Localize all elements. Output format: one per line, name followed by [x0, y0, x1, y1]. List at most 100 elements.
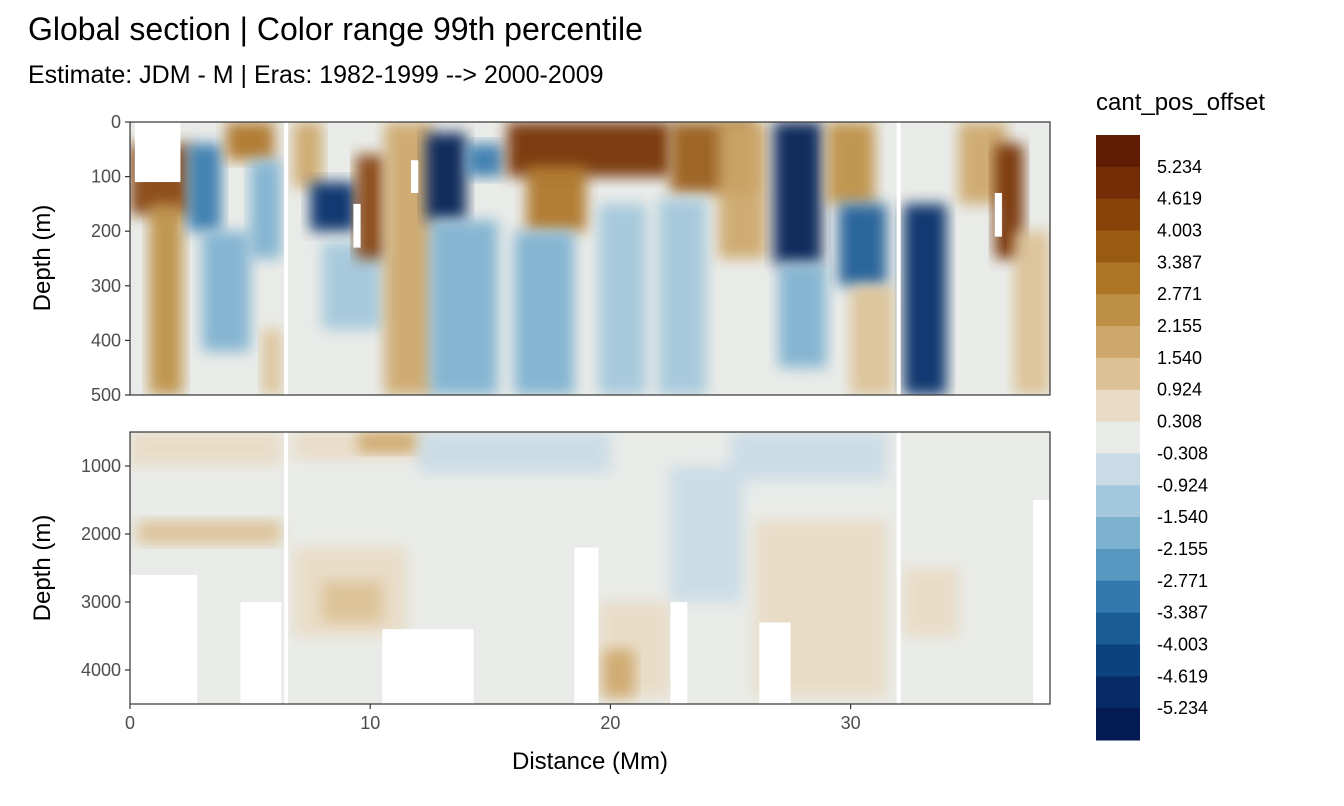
- legend-label: 2.155: [1157, 316, 1202, 336]
- field-patch: [250, 160, 282, 259]
- x-tick-label: 20: [600, 713, 620, 733]
- field-patch: [226, 122, 275, 161]
- field-patch: [384, 122, 433, 395]
- legend-labels: 5.234 4.619 4.003 3.387 2.771 2.155 1.540 0.924…: [1157, 157, 1208, 718]
- legend-swatch: [1096, 421, 1140, 454]
- field-patch: [838, 203, 887, 286]
- legend-label: 4.619: [1157, 189, 1202, 209]
- field-patch: [658, 198, 707, 395]
- top-y-axis-title: Depth (m): [29, 205, 56, 312]
- section-gap: [896, 122, 901, 395]
- section-gap: [896, 432, 901, 704]
- y-tick-label: 100: [91, 167, 121, 187]
- x-tick-label: 30: [841, 713, 861, 733]
- legend-label: 3.387: [1157, 252, 1202, 272]
- field-patch: [466, 143, 503, 177]
- field-patch: [430, 220, 498, 395]
- legend-swatch: [1096, 166, 1140, 200]
- field-patch: [149, 203, 183, 395]
- legend-swatch: [1096, 453, 1140, 486]
- top-panel-border: [129, 121, 1051, 396]
- field-patch: [773, 122, 822, 264]
- legend-swatch: [1096, 262, 1140, 295]
- x-axis: 0 10 20 30: [125, 704, 861, 733]
- no-data-region: [1033, 500, 1050, 704]
- field-patch: [130, 432, 282, 466]
- section-gap: [284, 122, 289, 395]
- no-data-region: [240, 602, 282, 704]
- y-tick-label: 0: [111, 112, 121, 132]
- bottom-panel: 1000 2000 3000 4000: [81, 431, 1051, 705]
- legend-label: -0.924: [1157, 475, 1208, 495]
- legend-swatch: [1096, 708, 1140, 741]
- field-patch: [514, 231, 575, 395]
- legend-swatch: [1096, 198, 1140, 232]
- legend-swatch: [1096, 135, 1140, 168]
- legend-colorbar: [1096, 135, 1140, 741]
- top-panel: 0 100 200 300 400 500: [91, 112, 1051, 405]
- field-patch: [418, 432, 611, 473]
- bottom-panel-y-axis: 1000 2000 3000 4000: [81, 456, 130, 680]
- y-tick-label: 4000: [81, 660, 121, 680]
- legend-label: 5.234: [1157, 157, 1202, 177]
- field-patch: [598, 203, 647, 395]
- field-patch: [358, 432, 419, 453]
- section-gap: [284, 432, 289, 704]
- bottom-panel-border: [129, 431, 1051, 705]
- bottom-y-axis-title: Depth (m): [29, 515, 56, 622]
- legend-swatch: [1096, 230, 1140, 263]
- chart-subtitle: Estimate: JDM - M | Eras: 1982-1999 --> …: [28, 61, 604, 89]
- no-data-region: [353, 203, 361, 248]
- field-patch: [718, 122, 767, 259]
- legend-title: cant_pos_offset: [1096, 89, 1265, 116]
- legend-label: -4.619: [1157, 666, 1208, 686]
- no-data-region: [134, 122, 181, 183]
- field-patch: [1013, 231, 1050, 395]
- no-data-region: [574, 547, 599, 704]
- x-tick-label: 0: [125, 713, 135, 733]
- legend-label: 1.540: [1157, 348, 1202, 368]
- field-patch: [903, 203, 947, 395]
- top-panel-y-axis: 0 100 200 300 400 500: [91, 112, 130, 405]
- legend-label: -3.387: [1157, 603, 1208, 623]
- y-tick-label: 400: [91, 330, 121, 350]
- y-tick-label: 200: [91, 221, 121, 241]
- legend-swatch: [1096, 644, 1140, 677]
- field-patch: [526, 165, 587, 232]
- legend-swatch: [1096, 580, 1140, 614]
- legend-swatch: [1096, 326, 1140, 359]
- field-patch: [137, 520, 282, 545]
- legend-label: 4.003: [1157, 221, 1202, 241]
- field-patch: [603, 649, 635, 698]
- legend-label: 0.308: [1157, 412, 1202, 432]
- field-patch: [322, 581, 383, 623]
- legend-swatch: [1096, 517, 1140, 550]
- legend-swatch: [1096, 294, 1140, 327]
- legend-swatch: [1096, 485, 1140, 518]
- y-tick-label: 2000: [81, 524, 121, 544]
- legend-label: -2.771: [1157, 571, 1208, 591]
- no-data-region: [411, 160, 419, 193]
- field-patch: [425, 132, 467, 221]
- legend-label: -5.234: [1157, 698, 1208, 718]
- legend-swatch: [1096, 357, 1140, 391]
- field-patch: [187, 143, 222, 232]
- no-data-region: [130, 574, 198, 704]
- y-tick-label: 300: [91, 276, 121, 296]
- field-patch: [826, 122, 875, 204]
- field-patch: [778, 263, 827, 368]
- field-patch: [293, 122, 323, 188]
- no-data-region: [759, 622, 791, 704]
- legend-label: -0.308: [1157, 443, 1208, 463]
- legend-label: -1.540: [1157, 507, 1208, 527]
- x-axis-title: Distance (Mm): [512, 748, 668, 775]
- field-patch: [262, 329, 282, 395]
- x-tick-label: 10: [360, 713, 380, 733]
- legend-label: 2.771: [1157, 284, 1202, 304]
- legend-label: -4.003: [1157, 634, 1208, 654]
- field-patch: [903, 568, 959, 636]
- bottom-panel-no-data: [130, 500, 1050, 704]
- top-panel-gaps: [134, 122, 1002, 395]
- y-tick-label: 3000: [81, 592, 121, 612]
